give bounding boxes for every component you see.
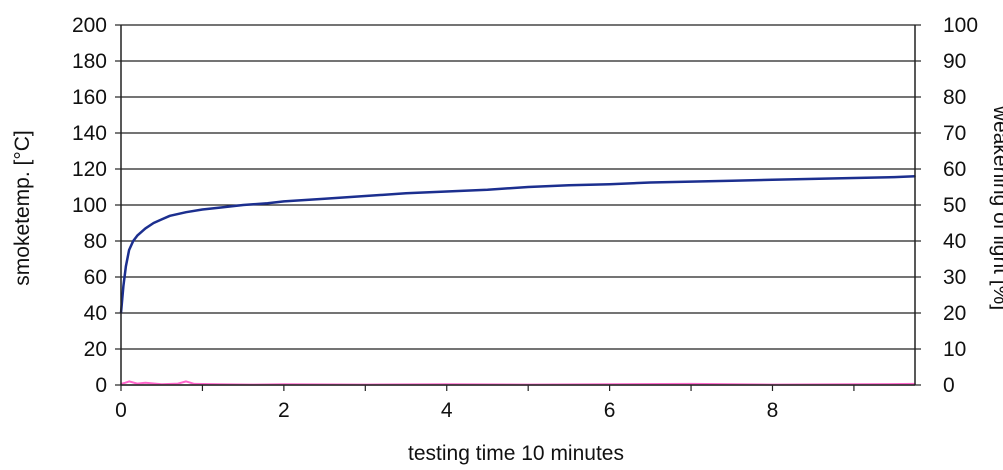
- temperature-point: [853, 177, 855, 179]
- temperature-point: [812, 178, 815, 180]
- axes: [115, 24, 921, 386]
- y2-tick-label: 50: [943, 194, 966, 217]
- x-axis-ticks: [120, 385, 855, 391]
- light-weakening-series-line: [120, 380, 916, 386]
- temperature-point: [169, 215, 171, 217]
- light-weakening-point: [144, 382, 147, 384]
- x-tick-label: 2: [278, 399, 290, 422]
- light-weakening-point: [185, 380, 187, 383]
- y2-axis-title: weakening of light [%]: [989, 105, 1003, 310]
- y-tick-label: 120: [72, 158, 107, 181]
- y2-tick-label: 0: [943, 374, 955, 397]
- light-weakening-point: [177, 382, 179, 385]
- temperature-point: [283, 200, 285, 203]
- y-tick-label: 200: [72, 14, 107, 37]
- light-weakening-point: [128, 380, 130, 383]
- temperature-point: [893, 176, 896, 178]
- temperature-point: [771, 179, 774, 181]
- temperature-point: [690, 180, 692, 183]
- y2-tick-label: 10: [943, 338, 966, 361]
- temperature-point: [486, 188, 489, 191]
- y2-tick-label: 60: [943, 158, 966, 181]
- x-tick-label: 4: [441, 399, 453, 422]
- temperature-point: [152, 222, 155, 224]
- chart-series: [119, 174, 916, 386]
- temperature-point: [144, 227, 147, 230]
- y-tick-label: 160: [72, 86, 107, 109]
- temperature-point: [445, 190, 448, 193]
- y-axis-title: smoketemp. [°C]: [11, 130, 34, 285]
- y2-tick-label: 90: [943, 50, 966, 73]
- y2-tick-label: 30: [943, 266, 966, 289]
- y2-tick-label: 20: [943, 302, 966, 325]
- y-tick-label: 100: [72, 194, 107, 217]
- light-weakening-point: [124, 382, 126, 384]
- temperature-point: [160, 218, 163, 221]
- tick-labels: 0204060801001201401601802000102030405060…: [72, 14, 978, 422]
- y-tick-label: 20: [84, 338, 107, 361]
- temperature-point: [730, 179, 733, 182]
- temperature-point: [649, 181, 652, 184]
- temperature-point: [185, 211, 187, 213]
- temperature-point: [608, 183, 611, 186]
- y2-tick-label: 80: [943, 86, 966, 109]
- y-tick-label: 140: [72, 122, 107, 145]
- temperature-point: [266, 202, 269, 204]
- x-tick-label: 6: [604, 399, 616, 422]
- temperature-point: [122, 285, 125, 287]
- y2-tick-label: 70: [943, 122, 966, 145]
- x-tick-label: 0: [115, 399, 127, 422]
- temperature-point: [323, 197, 326, 200]
- y2-tick-label: 40: [943, 230, 966, 253]
- temperature-point: [527, 186, 529, 188]
- temperature-point: [568, 184, 570, 186]
- temperature-point: [405, 192, 407, 195]
- temperature-point: [242, 204, 244, 206]
- y2-tick-label: 100: [943, 14, 978, 37]
- x-tick-label: 8: [767, 399, 779, 422]
- temperature-point: [217, 206, 220, 209]
- temperature-point: [364, 195, 367, 197]
- x-axis-title: testing time 10 minutes: [408, 442, 624, 465]
- temperature-point: [132, 240, 135, 242]
- y-tick-label: 40: [84, 302, 107, 325]
- y-tick-label: 180: [72, 50, 107, 73]
- y-tick-label: 80: [84, 230, 107, 253]
- y-tick-label: 0: [95, 374, 107, 397]
- temperature-point: [201, 208, 204, 211]
- y-tick-label: 60: [84, 266, 107, 289]
- temperature-point: [128, 249, 130, 251]
- temperature-point: [125, 265, 127, 268]
- light-weakening-point: [136, 382, 139, 385]
- temperature-series-line: [119, 174, 916, 314]
- temperature-point: [136, 234, 139, 237]
